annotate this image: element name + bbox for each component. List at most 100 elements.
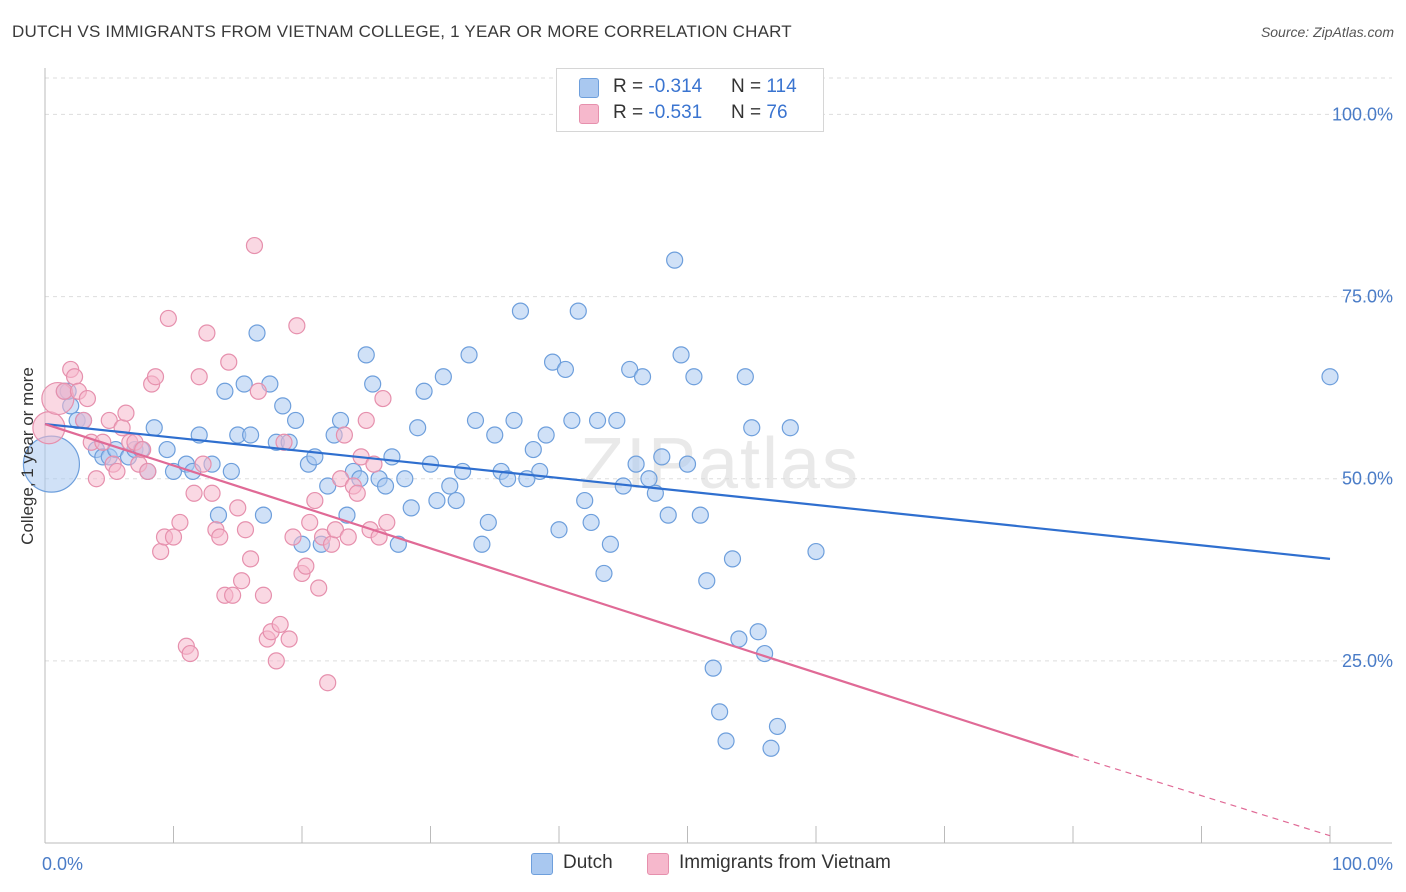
vietnam-point bbox=[87, 470, 106, 488]
vietnam-point bbox=[242, 550, 260, 568]
source-label: Source: ZipAtlas.com bbox=[1260, 24, 1394, 40]
vietnam-point bbox=[271, 615, 289, 634]
vietnam-point bbox=[357, 411, 375, 430]
vietnam-point bbox=[220, 353, 238, 371]
vietnam-point bbox=[284, 528, 302, 546]
dutch-point bbox=[666, 251, 684, 269]
dutch-point bbox=[569, 302, 587, 320]
dutch-point bbox=[550, 521, 568, 539]
y-tick-label: 100.0% bbox=[1332, 104, 1393, 124]
vietnam-point bbox=[152, 542, 170, 561]
vietnam-point bbox=[249, 382, 267, 400]
dutch-point bbox=[415, 382, 433, 400]
legend-r-label: R = bbox=[613, 76, 649, 97]
dutch-point bbox=[582, 513, 600, 532]
dutch-point bbox=[653, 448, 671, 466]
dutch-point bbox=[409, 419, 427, 437]
x-tick-label: 0.0% bbox=[42, 854, 83, 874]
dutch-point bbox=[479, 513, 497, 532]
dutch-point bbox=[678, 455, 697, 473]
dutch-point bbox=[235, 375, 253, 393]
dutch-point bbox=[428, 491, 446, 510]
legend-r-dutch: R = -0.314 bbox=[613, 76, 702, 98]
vietnam-point bbox=[339, 528, 357, 546]
dutch-point bbox=[473, 535, 491, 553]
dutch-point bbox=[505, 411, 523, 430]
dutch-point bbox=[209, 506, 228, 524]
dutch-point bbox=[762, 739, 780, 757]
dutch-point bbox=[768, 717, 787, 736]
dutch-point bbox=[1321, 368, 1339, 386]
vietnam-point bbox=[348, 484, 366, 502]
dutch-point bbox=[511, 302, 530, 320]
dutch-point bbox=[434, 368, 452, 386]
legend-r-label: R = bbox=[613, 102, 649, 123]
dutch-point bbox=[556, 360, 575, 379]
dutch-point bbox=[595, 564, 613, 583]
legend-r-vietnam: R = -0.531 bbox=[613, 102, 702, 124]
dutch-point bbox=[447, 491, 465, 510]
dutch-point bbox=[466, 411, 485, 430]
dutch-point bbox=[672, 346, 690, 364]
vietnam-point bbox=[224, 586, 242, 604]
correlation-legend: R = -0.314 N = 114 R = -0.531 N = 76 bbox=[556, 68, 824, 132]
dutch-trend-line bbox=[44, 422, 1331, 560]
dutch-point bbox=[383, 448, 401, 466]
dutch-point bbox=[441, 477, 459, 495]
y-axis-label: College, 1 year or more bbox=[18, 367, 37, 545]
dutch-point bbox=[319, 477, 337, 495]
dutch-point bbox=[621, 360, 639, 379]
dutch-point bbox=[736, 368, 754, 386]
dutch-point bbox=[254, 506, 273, 524]
vietnam-point bbox=[233, 572, 251, 590]
dutch-point bbox=[286, 411, 305, 430]
vietnam-point bbox=[78, 389, 97, 408]
dutch-point bbox=[807, 542, 825, 561]
dutch-point bbox=[723, 550, 742, 568]
dutch-point bbox=[460, 346, 478, 364]
tick-labels: 25.0% 50.0% 75.0% 100.0% 0.0% 100.0% bbox=[42, 104, 1393, 874]
dutch-point bbox=[749, 623, 767, 641]
vietnam-point bbox=[275, 433, 293, 451]
vietnam-point bbox=[374, 389, 392, 408]
dutch-point bbox=[781, 419, 799, 437]
vietnam-point bbox=[280, 630, 298, 648]
dutch-point bbox=[640, 470, 658, 488]
dutch-point bbox=[698, 572, 716, 590]
legend-swatch-dutch bbox=[579, 78, 599, 98]
vietnam-point bbox=[319, 674, 337, 692]
dutch-point bbox=[601, 535, 620, 553]
vietnam-point bbox=[254, 586, 273, 604]
vietnam-point bbox=[211, 528, 229, 546]
dutch-point bbox=[524, 440, 542, 459]
vietnam-point bbox=[164, 528, 183, 546]
dutch-point bbox=[396, 470, 414, 488]
vietnam-point bbox=[378, 513, 396, 532]
vietnam-point bbox=[139, 462, 157, 481]
dutch-point bbox=[704, 659, 722, 677]
vietnam-point bbox=[194, 455, 212, 473]
dutch-point bbox=[216, 382, 234, 400]
vietnam-point bbox=[185, 484, 203, 502]
dutch-point bbox=[691, 506, 709, 524]
vietnam-point bbox=[322, 535, 341, 553]
series-dutch-points bbox=[22, 251, 1339, 757]
vietnam-point bbox=[74, 411, 93, 430]
vietnam-point bbox=[198, 324, 216, 342]
dutch-point bbox=[711, 703, 729, 721]
dutch-point bbox=[222, 462, 240, 481]
dutch-point bbox=[248, 324, 266, 342]
vietnam-point bbox=[297, 557, 315, 575]
legend-swatch-vietnam bbox=[579, 104, 599, 124]
vietnam-point bbox=[236, 521, 255, 539]
y-tick-label: 50.0% bbox=[1342, 469, 1393, 489]
dutch-point bbox=[331, 411, 350, 430]
dutch-point bbox=[743, 419, 761, 437]
vietnam-point bbox=[100, 411, 118, 430]
dutch-point bbox=[730, 630, 748, 648]
dutch-label: Dutch bbox=[563, 852, 613, 873]
vietnam-point bbox=[245, 236, 264, 255]
dutch-swatch bbox=[531, 853, 553, 875]
dutch-point bbox=[486, 426, 504, 444]
